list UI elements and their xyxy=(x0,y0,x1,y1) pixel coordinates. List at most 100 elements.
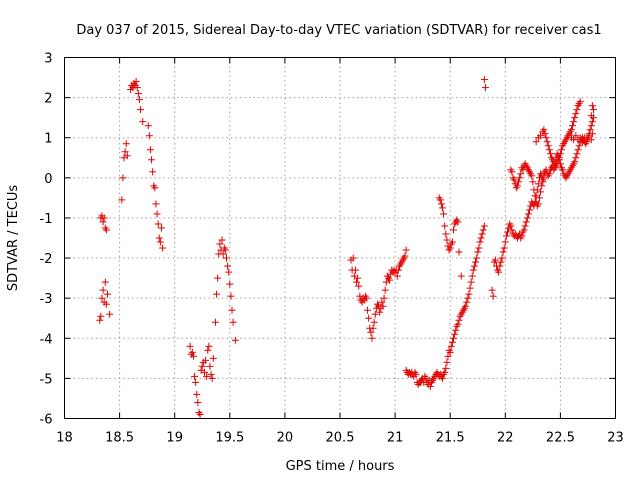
data-point xyxy=(443,358,451,366)
data-point xyxy=(135,96,143,104)
data-point xyxy=(588,102,596,110)
data-point xyxy=(544,142,552,150)
y-tick-label: -5 xyxy=(40,372,53,387)
data-point xyxy=(402,246,410,254)
data-point xyxy=(567,126,575,134)
data-point xyxy=(412,370,420,378)
data-point xyxy=(452,326,460,334)
data-point xyxy=(379,302,387,310)
y-tick-label: 3 xyxy=(44,52,52,67)
data-point xyxy=(570,118,578,126)
data-point xyxy=(188,348,196,356)
data-point xyxy=(367,328,375,336)
data-point xyxy=(393,272,401,280)
data-point xyxy=(474,248,482,256)
data-point xyxy=(573,106,581,114)
data-point xyxy=(495,268,503,276)
data-point xyxy=(97,312,105,320)
data-point xyxy=(450,334,458,342)
data-point xyxy=(222,254,230,262)
data-point xyxy=(510,176,518,184)
data-point xyxy=(526,206,534,214)
data-point xyxy=(440,210,448,218)
data-point xyxy=(523,214,531,222)
data-point xyxy=(586,126,594,134)
data-point xyxy=(540,126,548,134)
data-point xyxy=(219,250,227,258)
data-point xyxy=(573,150,581,158)
data-point xyxy=(100,214,108,222)
data-point xyxy=(354,274,362,282)
data-point xyxy=(132,78,140,86)
data-point xyxy=(588,118,596,126)
data-point xyxy=(469,266,477,274)
data-point xyxy=(517,170,525,178)
y-tick-label: -3 xyxy=(40,292,53,307)
data-point xyxy=(508,226,516,234)
data-point xyxy=(454,320,462,328)
data-point xyxy=(156,238,164,246)
data-point xyxy=(378,298,386,306)
data-point xyxy=(554,152,562,160)
data-point xyxy=(450,226,458,234)
data-point xyxy=(202,356,210,364)
data-point xyxy=(441,222,449,230)
chart-title: Day 037 of 2015, Sidereal Day-to-day VTE… xyxy=(76,23,601,38)
data-point xyxy=(193,390,201,398)
data-point xyxy=(545,146,553,154)
data-point xyxy=(462,302,470,310)
data-point xyxy=(196,410,204,418)
data-point xyxy=(103,290,111,298)
y-tick-label: 0 xyxy=(44,172,52,187)
data-point xyxy=(572,132,580,140)
data-point xyxy=(535,194,543,202)
data-point xyxy=(362,294,370,302)
data-point xyxy=(587,122,595,130)
data-point xyxy=(455,316,463,324)
data-point xyxy=(121,148,129,156)
data-point xyxy=(122,140,130,148)
data-point xyxy=(572,154,580,162)
data-point xyxy=(98,294,106,302)
data-point xyxy=(574,146,582,154)
data-point xyxy=(470,262,478,270)
data-point xyxy=(159,244,167,252)
data-point xyxy=(146,146,154,154)
data-point xyxy=(446,244,454,252)
data-point xyxy=(353,278,361,286)
data-point xyxy=(144,122,152,130)
data-point xyxy=(369,324,377,332)
y-tick-label: 1 xyxy=(44,132,52,147)
data-point xyxy=(145,132,153,140)
data-point xyxy=(555,156,563,164)
data-point xyxy=(154,220,162,228)
data-point xyxy=(467,278,475,286)
data-point xyxy=(213,290,221,298)
data-point xyxy=(556,160,564,168)
data-point xyxy=(572,110,580,118)
data-point xyxy=(368,334,376,342)
data-point xyxy=(454,218,462,226)
data-point xyxy=(148,156,156,164)
data-point xyxy=(576,98,584,106)
x-tick-label: 22.5 xyxy=(546,431,575,446)
data-point xyxy=(209,354,217,362)
data-point xyxy=(515,178,523,186)
data-point xyxy=(437,200,445,208)
data-point xyxy=(473,254,481,262)
data-point xyxy=(448,338,456,346)
data-point xyxy=(101,278,109,286)
data-point xyxy=(478,230,486,238)
y-axis-label: SDTVAR / TECUs xyxy=(6,185,21,292)
data-point xyxy=(559,166,567,174)
data-point xyxy=(211,318,219,326)
data-point xyxy=(99,218,107,226)
data-point xyxy=(477,234,485,242)
data-point xyxy=(451,330,459,338)
data-point xyxy=(528,172,536,180)
data-point xyxy=(207,370,215,378)
data-point xyxy=(442,230,450,238)
data-point xyxy=(446,348,454,356)
y-tick-label: -6 xyxy=(40,413,53,428)
data-point xyxy=(502,232,510,240)
